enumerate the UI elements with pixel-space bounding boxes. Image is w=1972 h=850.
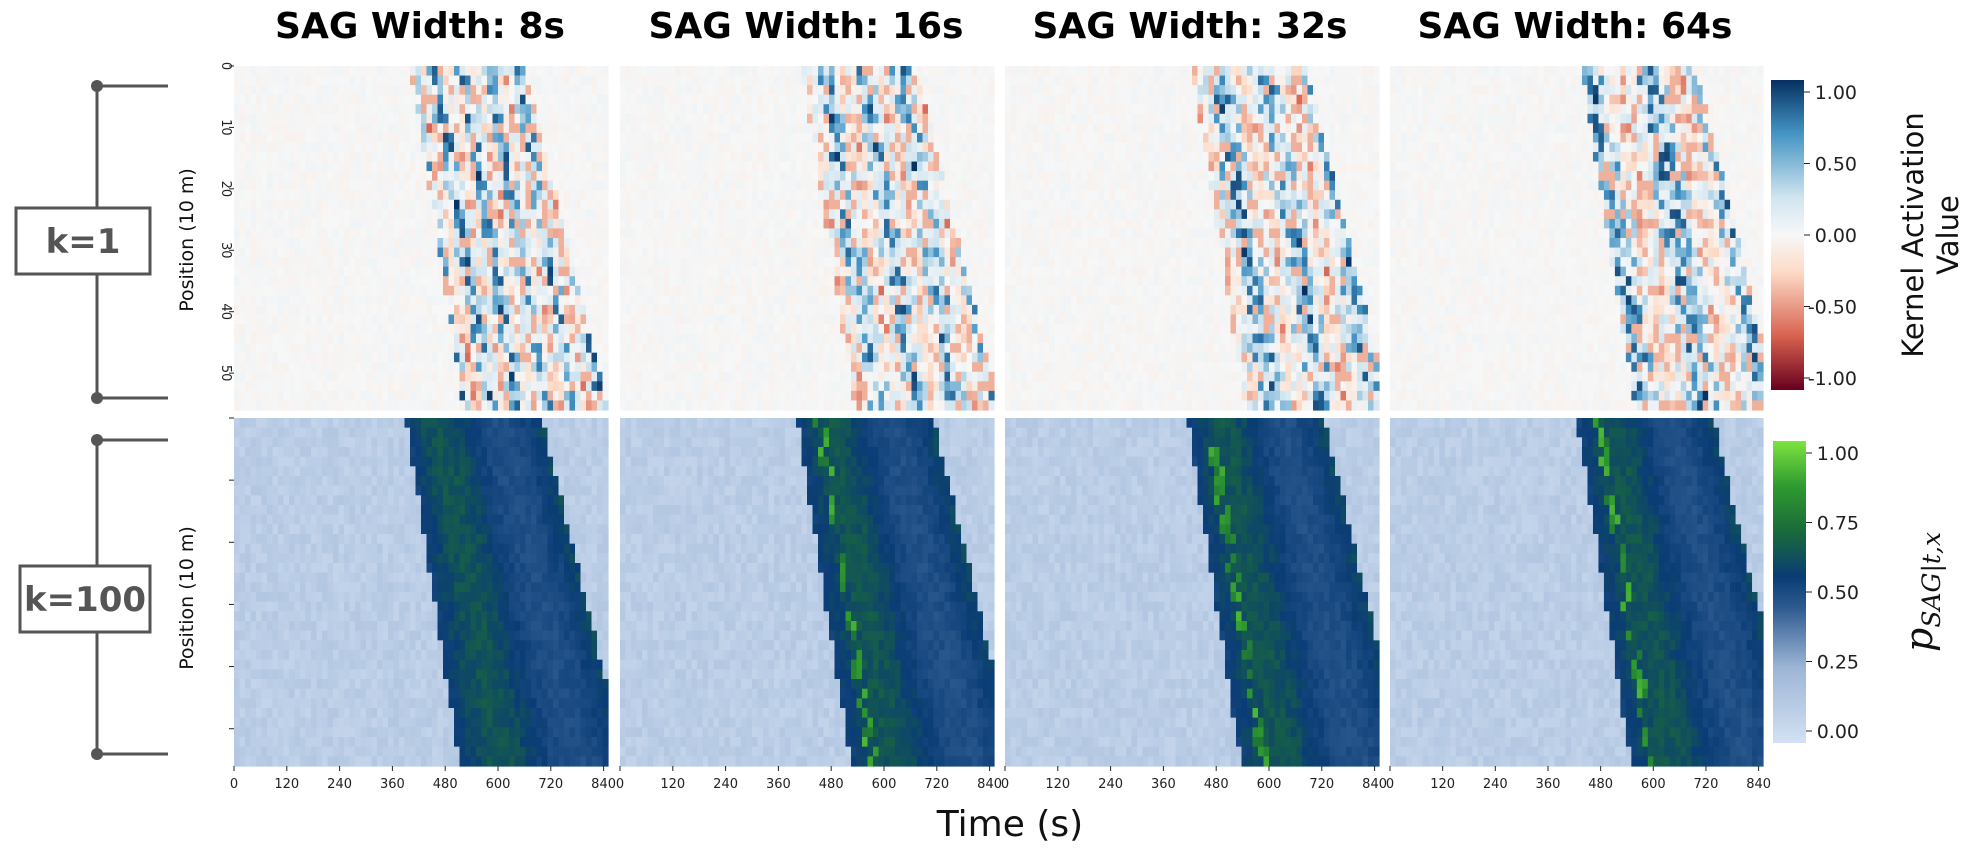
x-tick-label: 120: [274, 777, 299, 792]
y-axis-label-bottom: Position (10 m): [176, 526, 198, 670]
x-tick-label: 600: [1641, 777, 1666, 792]
y-tick-label: 40: [218, 303, 233, 320]
heatmap-panel-r2-c3: [1005, 418, 1380, 767]
x-tick-label: 840: [977, 777, 1002, 792]
x-tick-label: 240: [1483, 777, 1508, 792]
colorbar-tick-label: 1.00: [1817, 443, 1859, 465]
x-tick-label: 360: [1536, 777, 1561, 792]
panel-title-1: SAG Width: 8s: [275, 6, 565, 47]
x-tick-label: 360: [766, 777, 791, 792]
x-tick-label: 600: [486, 777, 511, 792]
y-tick-label: 20: [218, 181, 233, 198]
x-tick-label: 840: [1362, 777, 1387, 792]
x-tick-label: 840: [1746, 777, 1771, 792]
x-tick-label: 720: [924, 777, 949, 792]
row-label-box-k100: [18, 564, 152, 634]
x-axis-label: Time (s): [936, 804, 1083, 845]
y-tick-label: 0: [218, 62, 233, 70]
x-tick-label: 840: [591, 777, 616, 792]
x-tick-label: 240: [1098, 777, 1123, 792]
colorbar-tick-label: 1.00: [1815, 82, 1857, 104]
x-tick-label: 0: [1386, 777, 1394, 792]
panel-title-4: SAG Width: 64s: [1418, 6, 1733, 47]
y-tick-label: 30: [218, 242, 233, 259]
colorbar-tick-label: 0.00: [1817, 721, 1859, 743]
row-bracket-k100: [95, 438, 168, 756]
colorbar-probability-ticks: 1.00 0.75 0.50 0.25 0.00: [1806, 443, 1859, 743]
x-tick-label: 480: [433, 777, 458, 792]
row-label-k1: k=1: [46, 222, 121, 262]
heatmap-panel-r1-c1: [234, 66, 609, 411]
x-tick-label: 720: [538, 777, 563, 792]
heatmap-panel-r2-c1: [234, 418, 609, 767]
colorbar-tick-label: 0.00: [1815, 225, 1857, 247]
heatmap-panel-r1-c3: [1005, 66, 1380, 411]
heatmap-panel-r1-c2: [620, 66, 995, 411]
heatmap-panel-r2-c2: [620, 418, 995, 767]
y-tick-labels: 0 10 20 30 40 50: [218, 62, 234, 730]
panel-title-2: SAG Width: 16s: [649, 6, 964, 47]
colorbar-probability-label: pSAG|t,x: [1897, 532, 1947, 652]
x-tick-label: 240: [327, 777, 352, 792]
row-bracket-k1: [95, 84, 168, 400]
y-tick-label: 50: [218, 365, 233, 382]
colorbar-tick-label: 0.50: [1815, 154, 1857, 176]
y-axis-label-top: Position (10 m): [176, 168, 198, 312]
bracket-dot: [91, 392, 103, 404]
colorbar-kernel-label-line1: Kernel Activation: [1896, 112, 1930, 358]
x-tick-label: 720: [1694, 777, 1719, 792]
heatmap-panel-r2-c4: [1390, 418, 1764, 767]
bracket-dot: [91, 748, 103, 760]
bracket-dot: [91, 80, 103, 92]
x-tick-label: 120: [1045, 777, 1070, 792]
colorbar-probability: [1773, 441, 1806, 743]
x-tick-label: 480: [1204, 777, 1229, 792]
x-tick-label: 360: [1151, 777, 1176, 792]
heatmap-panels: [234, 66, 1764, 767]
colorbar-kernel-ticks: 1.00 0.50 0.00 -0.50 -1.00: [1804, 82, 1857, 390]
bracket-dot: [91, 434, 103, 446]
x-tick-label: 120: [1430, 777, 1455, 792]
x-tick-label: 600: [1257, 777, 1282, 792]
x-tick-label: 0: [230, 777, 238, 792]
x-tick-label: 0: [1001, 777, 1009, 792]
row-label-box-k1: [14, 206, 152, 276]
x-tick-label: 0: [616, 777, 624, 792]
colorbar-tick-label: 0.25: [1817, 652, 1859, 674]
row-label-k100: k=100: [24, 580, 146, 620]
x-tick-label: 360: [380, 777, 405, 792]
x-tick-labels: 0 120 240 360 480 600 720 840 0 120 240 360 480 600 72…: [230, 766, 1771, 792]
colorbar-kernel: [1771, 80, 1804, 390]
heatmap-panel-r1-c4: [1390, 66, 1764, 411]
x-tick-label: 480: [819, 777, 844, 792]
x-tick-label: 480: [1588, 777, 1613, 792]
colorbar-kernel-label-line2: Value: [1931, 195, 1965, 275]
colorbar-tick-label: 0.50: [1817, 582, 1859, 604]
x-tick-label: 240: [713, 777, 738, 792]
colorbar-tick-label: -0.50: [1808, 297, 1857, 319]
colorbar-tick-label: -1.00: [1808, 368, 1857, 390]
panel-title-3: SAG Width: 32s: [1033, 6, 1348, 47]
x-tick-label: 720: [1309, 777, 1334, 792]
x-tick-label: 600: [872, 777, 897, 792]
y-tick-label: 10: [218, 119, 233, 136]
x-tick-label: 120: [660, 777, 685, 792]
colorbar-tick-label: 0.75: [1817, 513, 1859, 535]
